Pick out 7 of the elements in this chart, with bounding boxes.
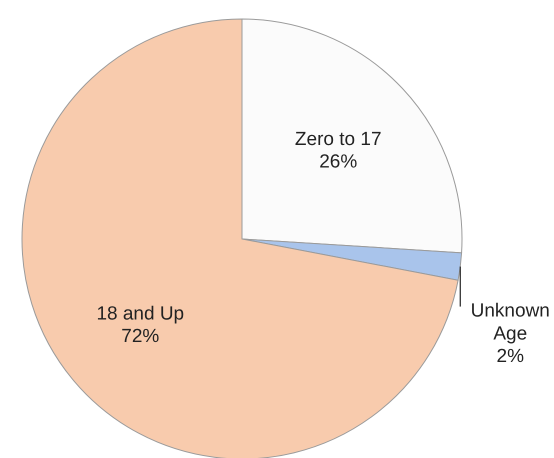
slice-label: Unknown Age: [470, 300, 550, 344]
pie-slice: [22, 18, 459, 458]
slice-label: Zero to 17: [294, 128, 382, 150]
data-label: 72%: [121, 326, 160, 348]
slice-label: 18 and Up: [96, 303, 184, 324]
data-label: 26%: [319, 152, 358, 173]
data-label: 2%: [496, 346, 524, 368]
